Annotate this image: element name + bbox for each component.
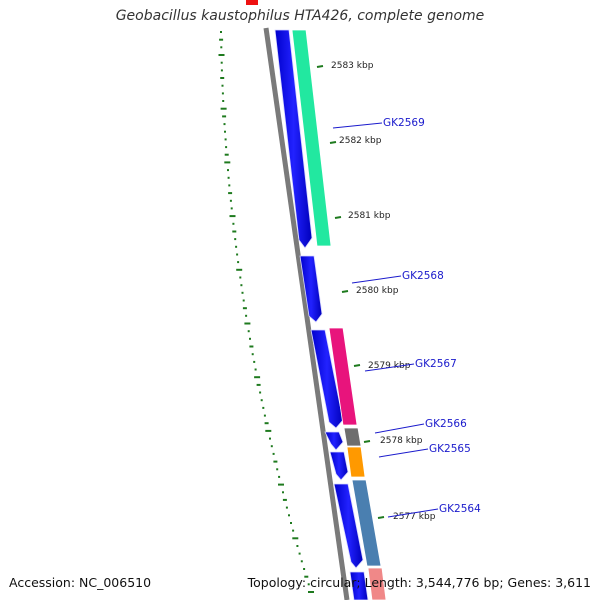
tick-labels: 2583 kbp 2582 kbp 2581 kbp 2580 kbp 2579… xyxy=(331,61,436,522)
gene-label: GK2566 xyxy=(425,418,467,430)
cds-arrow xyxy=(349,571,369,600)
gc-skew-track xyxy=(218,31,314,593)
tick-label: 2583 kbp xyxy=(331,61,374,71)
cog-block xyxy=(343,427,362,447)
gene-label: GK2568 xyxy=(402,270,444,282)
accession-text: Accession: NC_006510 xyxy=(9,575,152,590)
tick-label: 2578 kbp xyxy=(380,436,423,446)
tick-label: 2581 kbp xyxy=(348,211,391,221)
cog-track xyxy=(291,29,387,600)
gene-label: GK2569 xyxy=(383,117,425,129)
map-title: Geobacillus kaustophilus HTA426, complet… xyxy=(115,8,485,24)
cds-arrow xyxy=(299,255,323,323)
tick-label: 2579 kbp xyxy=(368,361,411,371)
gene-leaders xyxy=(332,122,439,518)
tick-marks xyxy=(316,65,385,519)
genome-backbone xyxy=(263,27,350,600)
cog-block xyxy=(346,446,366,478)
cog-block xyxy=(351,479,382,567)
gene-labels: GK2569 GK2568 GK2567 GK2566 GK2565 GK256… xyxy=(383,117,481,515)
gene-label: GK2565 xyxy=(429,443,471,455)
cog-block xyxy=(291,29,332,247)
red-marker xyxy=(246,0,258,5)
tick-label: 2582 kbp xyxy=(339,136,382,146)
genome-summary-text: Topology: circular; Length: 3,544,776 bp… xyxy=(247,575,591,590)
cds-arrow xyxy=(310,329,344,429)
cds-forward-track xyxy=(274,29,369,600)
cds-arrow xyxy=(324,431,344,451)
gene-label: GK2567 xyxy=(415,358,457,370)
cds-arrow xyxy=(333,483,364,569)
gene-label: GK2564 xyxy=(439,503,481,515)
cog-block xyxy=(328,327,358,426)
tick-label: 2580 kbp xyxy=(356,286,399,296)
cds-arrow xyxy=(329,451,349,481)
cds-arrow xyxy=(274,29,313,249)
tick-label: 2577 kbp xyxy=(393,512,436,522)
cog-block xyxy=(367,567,387,600)
